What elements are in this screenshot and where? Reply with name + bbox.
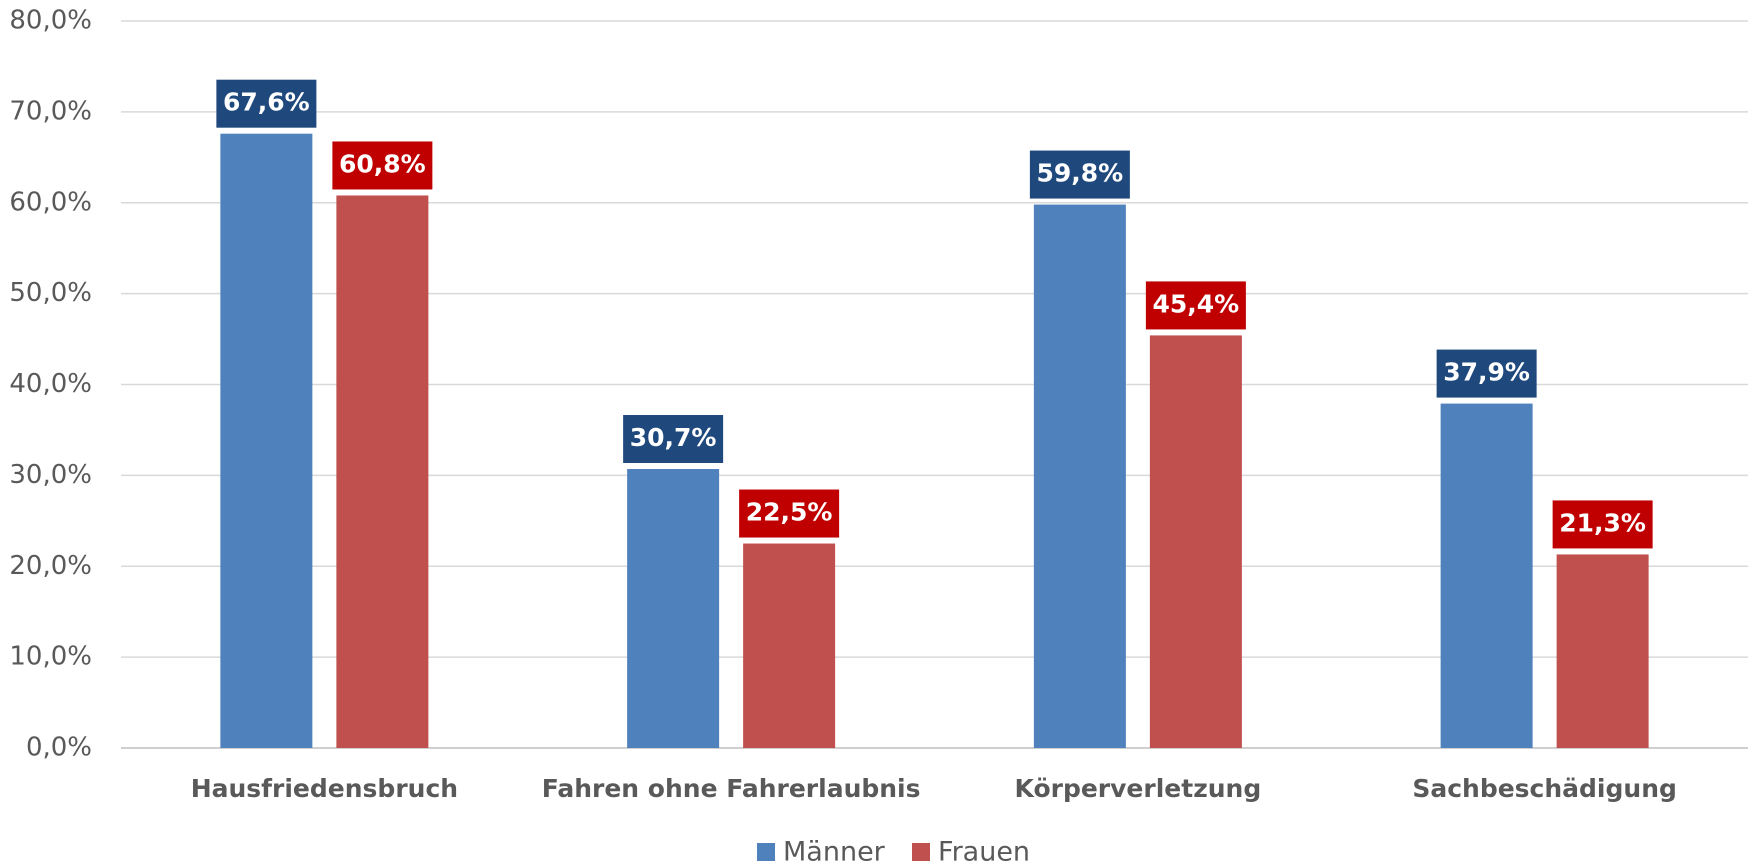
x-tick-label: Körperverletzung [1015, 774, 1262, 803]
legend-swatch [757, 843, 775, 861]
bar [1556, 554, 1649, 748]
legend-label: Männer [783, 837, 886, 866]
value-label-box [1145, 281, 1246, 330]
y-tick-label: 20,0% [9, 551, 92, 581]
value-label-box [623, 415, 724, 464]
y-tick-label: 10,0% [9, 642, 92, 672]
x-tick-label: Sachbeschädigung [1412, 774, 1677, 803]
y-tick-label: 0,0% [26, 733, 92, 763]
value-label-box [739, 489, 840, 538]
value-label: 67,6% [223, 88, 310, 117]
y-tick-label: 70,0% [9, 96, 92, 126]
value-label: 45,4% [1153, 289, 1240, 318]
y-tick-label: 30,0% [9, 460, 92, 490]
bar [1033, 204, 1126, 748]
bar [1149, 335, 1242, 748]
value-label: 59,8% [1037, 159, 1124, 188]
value-label: 60,8% [339, 149, 426, 178]
x-tick-label: Hausfriedensbruch [191, 774, 458, 803]
bar [220, 133, 313, 748]
bar [743, 543, 836, 748]
value-label: 21,3% [1559, 508, 1646, 537]
y-tick-label: 80,0% [9, 6, 92, 36]
y-tick-label: 60,0% [9, 187, 92, 217]
bar [627, 469, 720, 748]
value-label-box [332, 141, 433, 190]
y-tick-label: 50,0% [9, 278, 92, 308]
value-label: 22,5% [746, 498, 833, 527]
legend-label: Frauen [938, 837, 1030, 866]
value-label: 37,9% [1443, 358, 1530, 387]
value-label-box [1436, 349, 1537, 398]
bar [1440, 403, 1533, 748]
value-label-box [1029, 150, 1130, 199]
value-label-box [1552, 500, 1653, 549]
bar [336, 195, 429, 749]
value-label-box [216, 79, 317, 128]
value-label: 30,7% [630, 423, 717, 452]
y-tick-label: 40,0% [9, 369, 92, 399]
x-tick-label: Fahren ohne Fahrerlaubnis [542, 774, 921, 803]
legend-swatch [912, 843, 930, 861]
